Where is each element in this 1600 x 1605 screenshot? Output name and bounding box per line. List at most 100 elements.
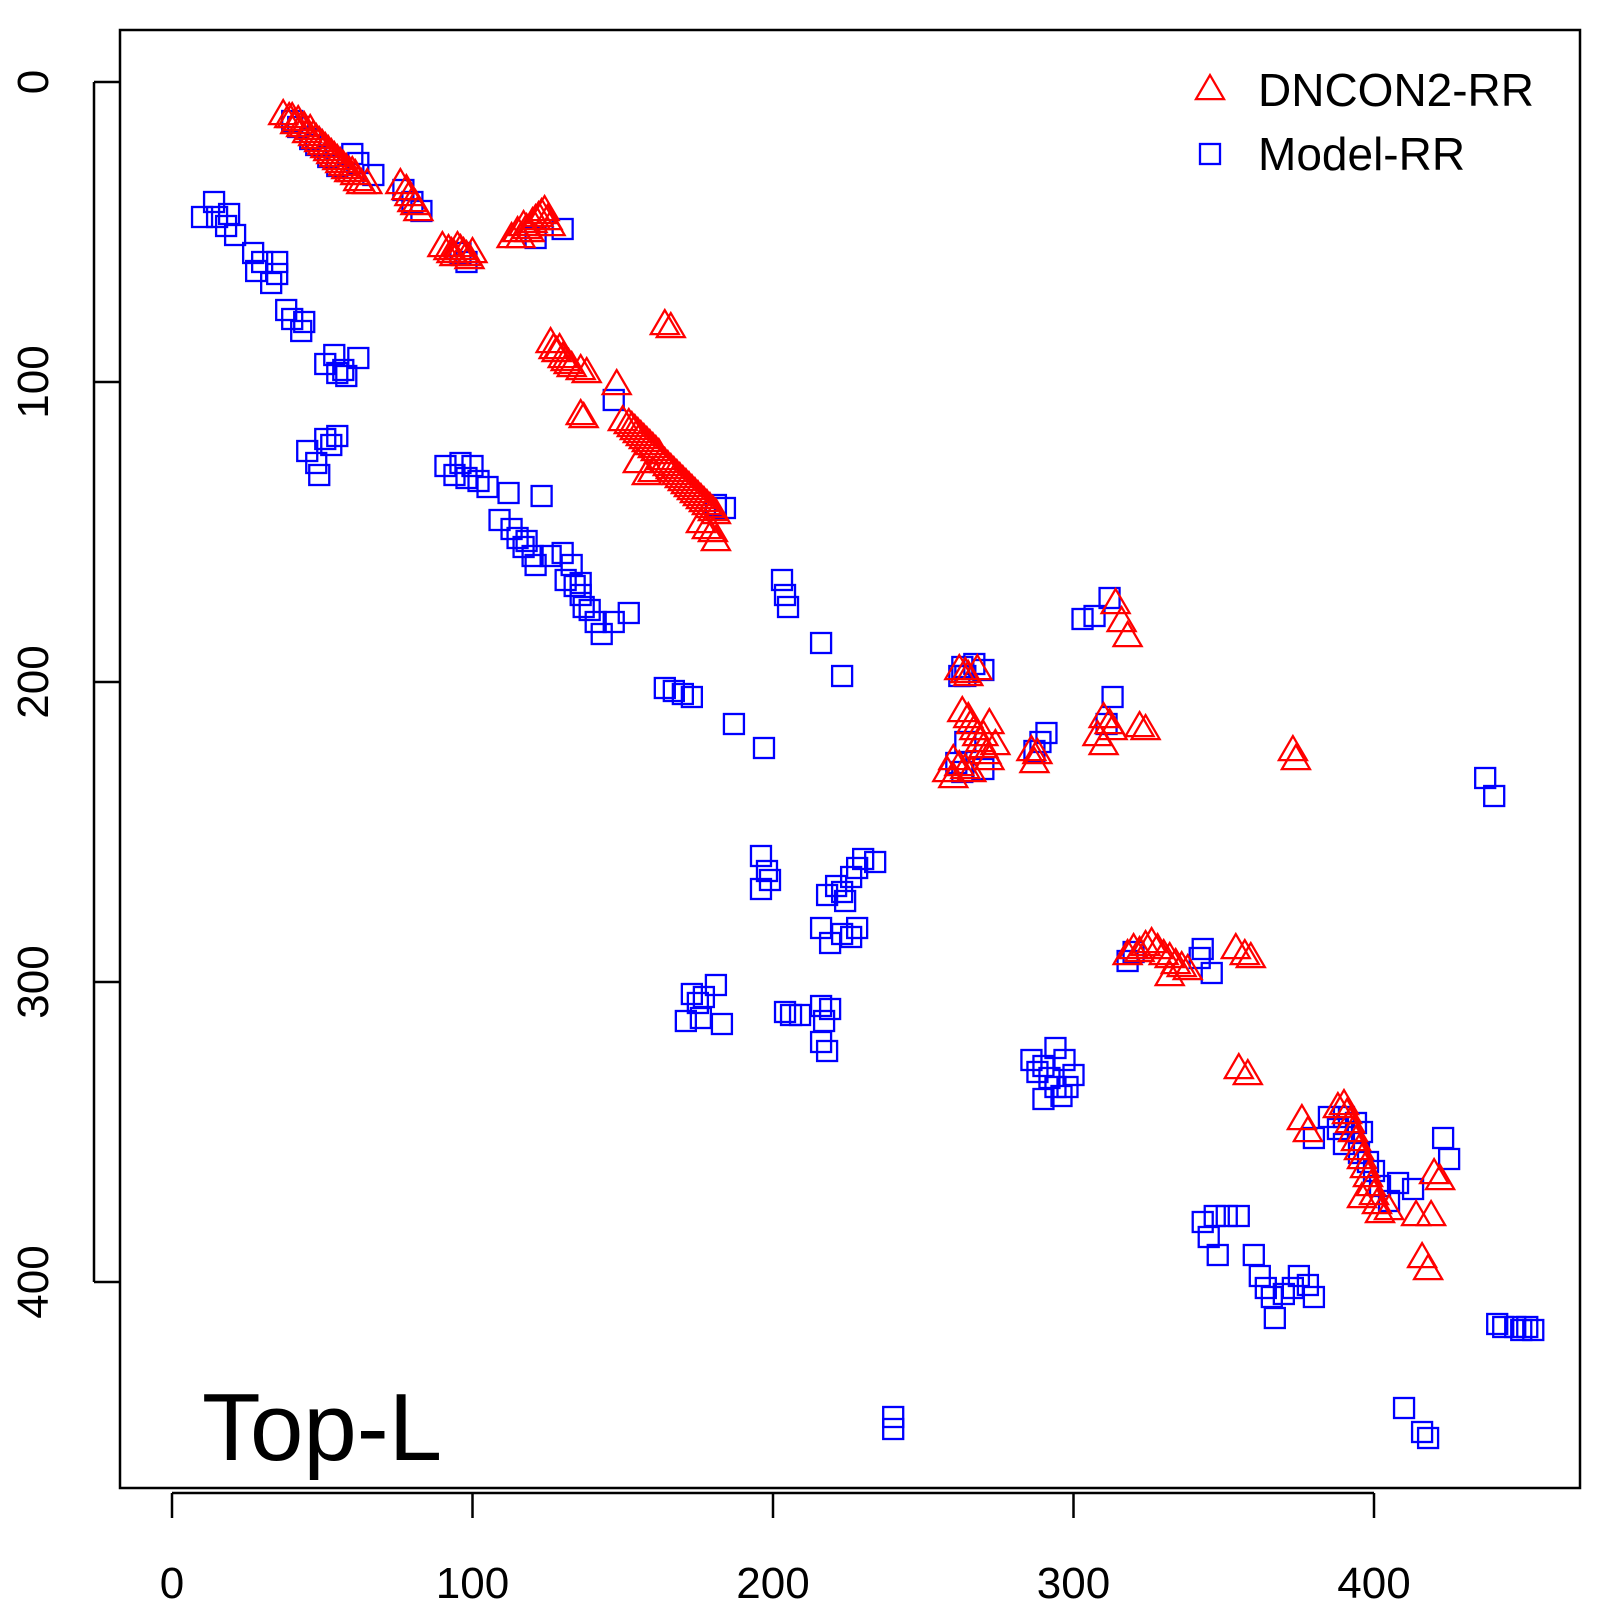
data-point-triangle (946, 694, 979, 723)
data-point-triangle (630, 457, 663, 486)
data-point-square (710, 1012, 734, 1036)
legend-marker-square (1198, 142, 1222, 166)
data-point-square (1053, 1048, 1076, 1072)
data-point-triangle (1339, 1123, 1373, 1152)
data-point-triangle (979, 727, 1012, 756)
data-point-square (809, 631, 833, 655)
data-point-triangle (1231, 1057, 1264, 1086)
data-point-triangle (955, 754, 988, 783)
data-point-square (461, 454, 484, 478)
data-point-triangle (931, 754, 964, 783)
data-point-square (773, 1000, 797, 1024)
y-tick-label: 200 (9, 645, 58, 718)
data-point-triangle (1015, 733, 1048, 762)
x-tick-label: 200 (736, 1559, 809, 1600)
data-point-square (515, 529, 538, 553)
data-point-square (773, 583, 797, 607)
data-point-triangle (1333, 1105, 1367, 1134)
x-axis: 0 100 200 300 400 (160, 1491, 1411, 1605)
data-point-square (347, 346, 370, 370)
data-point-triangle (1129, 712, 1162, 741)
data-point-triangle (1412, 1252, 1445, 1281)
data-point-triangle (555, 349, 588, 378)
data-point-square (1083, 604, 1106, 628)
data-point-square (1486, 1312, 1509, 1336)
data-point-square (1020, 1048, 1043, 1072)
data-point-triangle (1418, 1156, 1451, 1185)
data-point-square (722, 712, 746, 736)
data-point-triangle (952, 658, 985, 687)
data-point-square (1191, 1210, 1214, 1234)
data-point-triangle (1321, 1090, 1354, 1119)
data-point-square (1431, 1126, 1455, 1150)
data-point-square (1510, 1318, 1533, 1342)
data-point-triangle (1228, 937, 1261, 966)
data-point-triangle (267, 97, 300, 126)
data-point-triangle (1096, 712, 1129, 741)
legend-label: Model-RR (1258, 128, 1465, 180)
data-point-triangle (1363, 1195, 1397, 1224)
data-point-square (1227, 1204, 1250, 1228)
data-point-square (1263, 1306, 1286, 1330)
data-point-square (497, 481, 520, 505)
data-point-triangle (1360, 1186, 1394, 1215)
data-point-triangle (402, 193, 435, 222)
data-point-square (830, 664, 854, 688)
plot-frame (118, 28, 1582, 1490)
data-point-square (864, 850, 887, 874)
data-point-square (1071, 607, 1094, 631)
data-point-square (749, 844, 773, 868)
data-point-square (680, 685, 704, 709)
data-point-square (1410, 1420, 1434, 1444)
data-point-triangle (648, 307, 681, 336)
data-point-square (1392, 1396, 1416, 1420)
data-point-triangle (1018, 745, 1051, 774)
data-point-square (1248, 1264, 1271, 1288)
data-point-square (266, 250, 289, 274)
data-point-square (1203, 1204, 1226, 1228)
data-point-square (569, 571, 592, 595)
series-dncon2-rr (267, 97, 1457, 1281)
data-point-square (223, 223, 247, 247)
data-point-square (1401, 1177, 1425, 1201)
data-point-triangle (690, 511, 723, 540)
data-point-square (1302, 1285, 1326, 1309)
data-point-triangle (1087, 700, 1120, 729)
data-point-triangle (1400, 1198, 1433, 1227)
data-point-triangle (1348, 1150, 1382, 1179)
data-point-square (326, 424, 349, 448)
data-point-triangle (654, 310, 687, 339)
y-tick-label: 300 (9, 945, 58, 1018)
data-point-triangle (1135, 925, 1168, 954)
data-point-triangle (1327, 1087, 1361, 1116)
data-point-square (1032, 1087, 1055, 1111)
legend: DNCON2-RR Model-RR (1193, 64, 1534, 180)
data-point-triangle (1153, 940, 1186, 969)
data-point-square (1516, 1315, 1539, 1339)
data-point-triangle (1336, 1114, 1370, 1143)
data-point-square (578, 598, 601, 622)
data-point-square (776, 595, 800, 619)
y-tick-label: 100 (9, 345, 58, 418)
data-point-square (1483, 784, 1506, 808)
x-tick-label: 100 (436, 1559, 509, 1600)
data-point-triangle (1123, 934, 1156, 963)
data-point-square (704, 973, 728, 997)
data-point-triangle (943, 652, 976, 681)
legend-marker-triangle (1193, 72, 1227, 101)
data-point-triangle (1342, 1132, 1376, 1161)
data-point-triangle (636, 454, 669, 483)
x-tick-label: 0 (160, 1559, 184, 1600)
data-point-square (1026, 1060, 1049, 1084)
panel-annotation: Top-L (202, 1374, 442, 1481)
data-point-triangle (1171, 952, 1204, 981)
data-point-square (332, 358, 355, 382)
data-point-square (308, 463, 331, 487)
data-point-square (752, 736, 776, 760)
data-point-triangle (1222, 1051, 1255, 1080)
data-point-square (449, 451, 472, 475)
data-point-square (1035, 721, 1058, 745)
data-point-triangle (937, 760, 970, 789)
